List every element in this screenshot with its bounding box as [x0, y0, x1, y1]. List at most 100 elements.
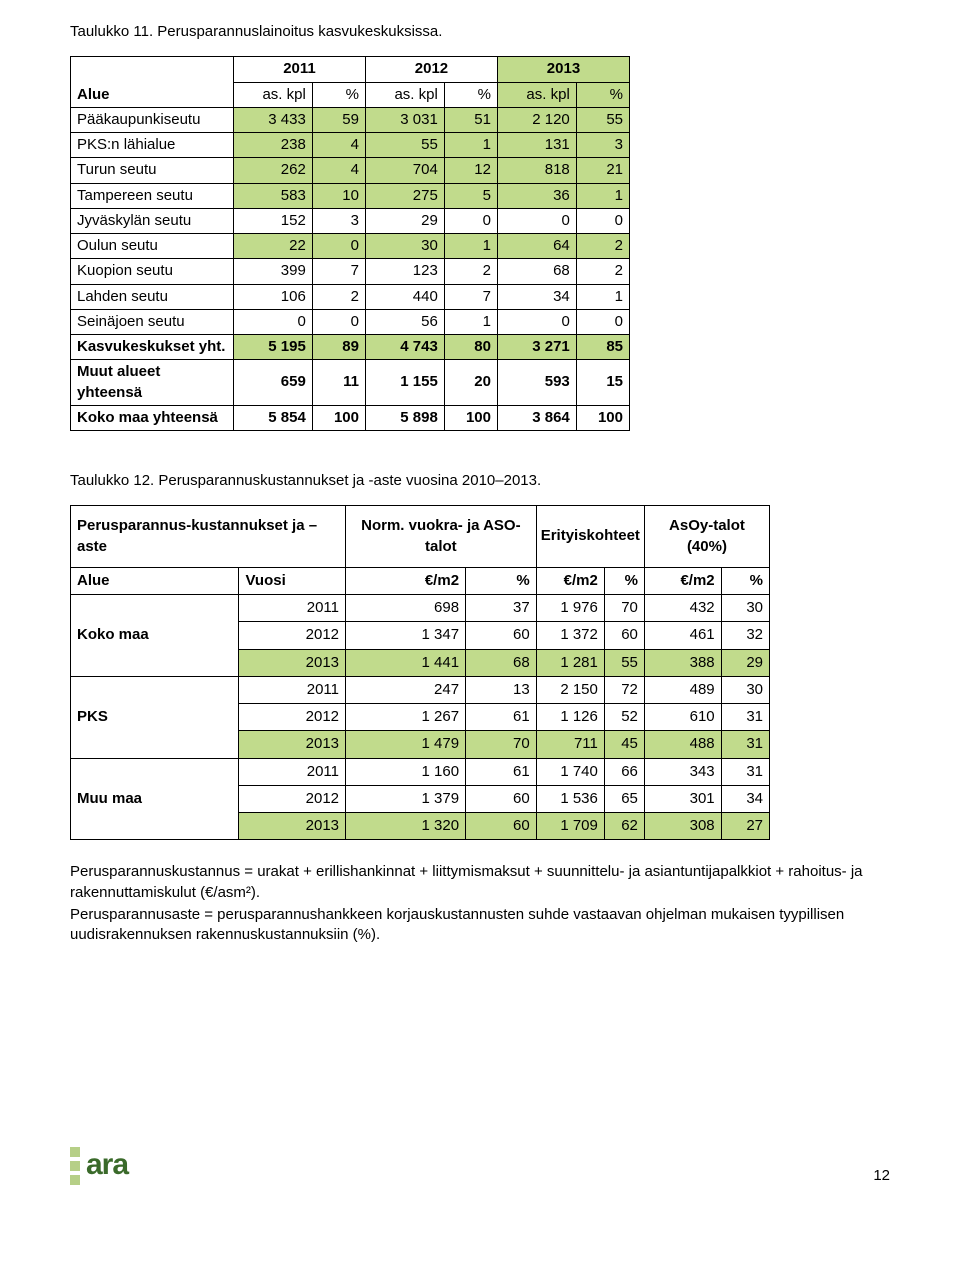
row-label: Tampereen seutu	[71, 183, 234, 208]
group-label: Koko maa	[71, 595, 239, 677]
table2-caption: Taulukko 12. Perusparannuskustannukset j…	[70, 471, 890, 491]
cell: 30	[721, 595, 769, 622]
cell: 15	[576, 360, 629, 406]
cell: 27	[721, 813, 769, 840]
cell: 34	[721, 785, 769, 812]
cell: 60	[466, 785, 537, 812]
cell: 262	[234, 158, 313, 183]
cell: 4 743	[365, 335, 444, 360]
t2-colgroup3: AsOy-talot (40%)	[644, 506, 769, 568]
cell: 131	[497, 133, 576, 158]
cell: 30	[365, 234, 444, 259]
cell: 1 976	[536, 595, 604, 622]
cell: 488	[644, 731, 721, 758]
cell: 68	[497, 259, 576, 284]
cell: 3 271	[497, 335, 576, 360]
year-cell: 2013	[239, 649, 346, 676]
t2-block-header: Perusparannus-kustannukset ja – aste	[71, 506, 346, 568]
cell: 1 709	[536, 813, 604, 840]
cell: 440	[365, 284, 444, 309]
t1-year-2012: 2012	[365, 57, 497, 82]
cell: 68	[466, 649, 537, 676]
cell: 36	[497, 183, 576, 208]
cell: 2 150	[536, 676, 604, 703]
cell: 1 281	[536, 649, 604, 676]
cell: 34	[497, 284, 576, 309]
table-row: PKS:n lähialue23845511313	[71, 133, 630, 158]
row-label: Oulun seutu	[71, 234, 234, 259]
cell: 5 854	[234, 405, 313, 430]
t2-colgroup2: Erityiskohteet	[536, 506, 644, 568]
cell: 32	[721, 622, 769, 649]
table-row: Muut alueet yhteensä659111 1552059315	[71, 360, 630, 406]
cell: 0	[497, 309, 576, 334]
cell: 704	[365, 158, 444, 183]
cell: 1 441	[346, 649, 466, 676]
cell: 0	[576, 309, 629, 334]
cell: 70	[604, 595, 644, 622]
note-line1: Perusparannuskustannus = urakat + erilli…	[70, 862, 890, 903]
cell: 100	[312, 405, 365, 430]
cell: 13	[466, 676, 537, 703]
cell: 37	[466, 595, 537, 622]
cell: 61	[466, 758, 537, 785]
row-label: Turun seutu	[71, 158, 234, 183]
cell: 89	[312, 335, 365, 360]
cell: 3 031	[365, 107, 444, 132]
cell: 55	[604, 649, 644, 676]
cell: 60	[604, 622, 644, 649]
row-label: Koko maa yhteensä	[71, 405, 234, 430]
row-label: Pääkaupunkiseutu	[71, 107, 234, 132]
cell: 123	[365, 259, 444, 284]
cell: 5 195	[234, 335, 313, 360]
table-row: Seinäjoen seutu0056100	[71, 309, 630, 334]
cell: 1	[444, 133, 497, 158]
cell: 0	[444, 208, 497, 233]
note-line2: Perusparannusaste = perusparannushankkee…	[70, 905, 890, 946]
t1-year-2011: 2011	[234, 57, 366, 82]
table-row: Koko maa2011698371 9767043230	[71, 595, 770, 622]
cell: 80	[444, 335, 497, 360]
cell: 711	[536, 731, 604, 758]
cell: 2	[312, 284, 365, 309]
cell: 21	[576, 158, 629, 183]
cell: 301	[644, 785, 721, 812]
cell: 1 479	[346, 731, 466, 758]
table-row: Muu maa20111 160611 7406634331	[71, 758, 770, 785]
year-cell: 2011	[239, 676, 346, 703]
cell: 1 126	[536, 704, 604, 731]
cell: 1 267	[346, 704, 466, 731]
row-label: Seinäjoen seutu	[71, 309, 234, 334]
cell: 0	[312, 309, 365, 334]
logo: ara	[70, 1145, 128, 1186]
cell: 56	[365, 309, 444, 334]
cell: 343	[644, 758, 721, 785]
cell: 31	[721, 704, 769, 731]
row-label: Lahden seutu	[71, 284, 234, 309]
notes: Perusparannuskustannus = urakat + erilli…	[70, 862, 890, 945]
cell: 85	[576, 335, 629, 360]
cell: 7	[444, 284, 497, 309]
table-row: Lahden seutu10624407341	[71, 284, 630, 309]
table1-caption: Taulukko 11. Perusparannuslainoitus kasv…	[70, 22, 890, 42]
cell: 2 120	[497, 107, 576, 132]
cell: 1 347	[346, 622, 466, 649]
logo-text: ara	[86, 1145, 128, 1186]
cell: 70	[466, 731, 537, 758]
row-label: Kuopion seutu	[71, 259, 234, 284]
year-cell: 2013	[239, 731, 346, 758]
cell: 698	[346, 595, 466, 622]
cell: 3 864	[497, 405, 576, 430]
cell: 55	[365, 133, 444, 158]
cell: 12	[444, 158, 497, 183]
row-label: Muut alueet yhteensä	[71, 360, 234, 406]
cell: 275	[365, 183, 444, 208]
cell: 610	[644, 704, 721, 731]
cell: 5 898	[365, 405, 444, 430]
cell: 11	[312, 360, 365, 406]
year-cell: 2011	[239, 595, 346, 622]
table1: Alue 2011 2012 2013 as. kpl % as. kpl % …	[70, 56, 630, 431]
cell: 1 536	[536, 785, 604, 812]
cell: 152	[234, 208, 313, 233]
table-row: Oulun seutu220301642	[71, 234, 630, 259]
